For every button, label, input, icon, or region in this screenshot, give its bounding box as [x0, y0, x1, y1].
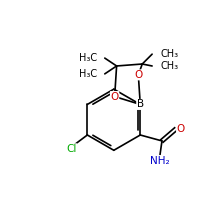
- Text: Cl: Cl: [66, 144, 77, 154]
- Text: CH₃: CH₃: [160, 49, 178, 59]
- Text: NH₂: NH₂: [150, 156, 170, 166]
- Text: H₃C: H₃C: [79, 69, 97, 79]
- Text: O: O: [111, 92, 119, 102]
- Text: CH₃: CH₃: [160, 61, 178, 71]
- Text: O: O: [177, 124, 185, 134]
- Text: O: O: [134, 70, 142, 80]
- Text: H₃C: H₃C: [79, 53, 97, 63]
- Text: B: B: [137, 99, 144, 109]
